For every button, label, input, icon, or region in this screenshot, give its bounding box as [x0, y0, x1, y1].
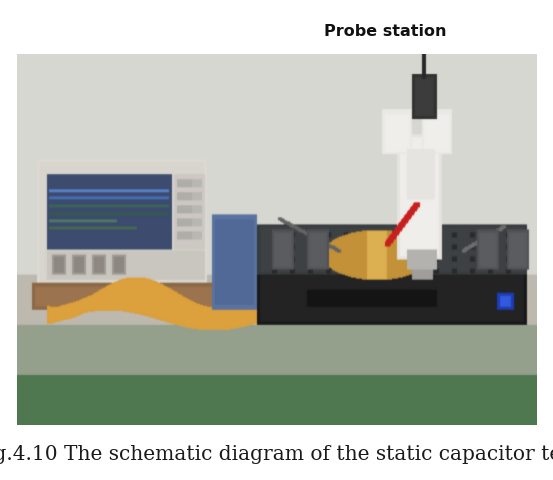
Text: Probe station: Probe station [324, 24, 446, 39]
Text: 4292A Impedance analyzer: 4292A Impedance analyzer [36, 122, 280, 137]
Text: Fig.4.10 The schematic diagram of the static capacitor test: Fig.4.10 The schematic diagram of the st… [0, 444, 553, 463]
Text: Sensitive chip: Sensitive chip [404, 67, 531, 82]
